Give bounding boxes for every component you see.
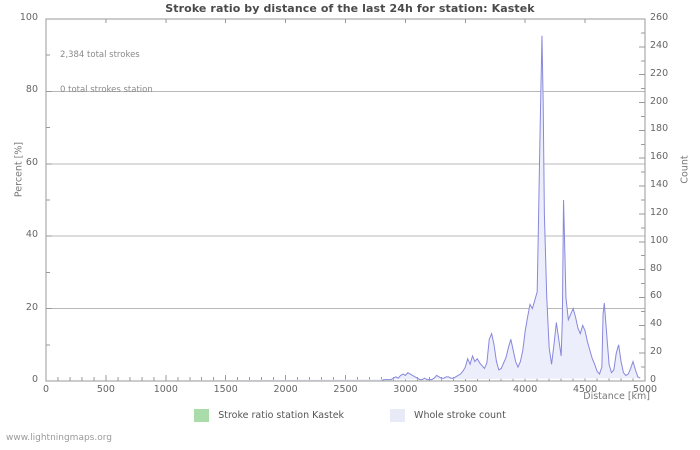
x-axis-tick: 2000 xyxy=(273,384,298,395)
y-axis-right-tick: 180 xyxy=(650,123,669,135)
y-axis-right-tick: 120 xyxy=(650,206,669,218)
y-axis-left-label: Percent [%] xyxy=(13,141,25,198)
y-axis-right-tick: 60 xyxy=(650,290,663,302)
series-whole-stroke-count-area xyxy=(46,35,641,381)
x-axis-tick: 0 xyxy=(42,384,50,395)
footer-watermark: www.lightningmaps.org xyxy=(6,433,112,443)
legend-item-0[interactable]: Stroke ratio station Kastek xyxy=(194,409,344,422)
y-axis-left-tick: 0 xyxy=(31,374,38,385)
annotation-total-strokes: 2,384 total strokes xyxy=(60,50,140,60)
y-axis-right-label: Count xyxy=(679,155,691,184)
y-axis-left-tick: 20 xyxy=(25,301,38,313)
y-axis-right-tick: 20 xyxy=(650,346,663,358)
legend-swatch-0 xyxy=(194,409,210,422)
y-axis-left-tick: 60 xyxy=(25,156,38,168)
y-axis-left-tick: 40 xyxy=(25,229,38,241)
y-axis-right-tick: 140 xyxy=(650,179,669,191)
y-axis-right-tick: 0 xyxy=(650,374,657,385)
y-axis-right-tick: 260 xyxy=(650,12,669,23)
y-axis-right-tick: 200 xyxy=(650,95,669,107)
plot-frame xyxy=(45,18,646,382)
x-axis-tick: 3500 xyxy=(453,384,478,395)
legend-label-0: Stroke ratio station Kastek xyxy=(218,410,345,421)
legend-swatch-1 xyxy=(390,409,406,422)
y-axis-left-tick: 80 xyxy=(25,84,38,96)
x-axis-tick: 3000 xyxy=(393,384,418,395)
legend-label-1: Whole stroke count xyxy=(414,410,506,421)
y-axis-right-tick: 40 xyxy=(650,318,663,330)
chart-title: Stroke ratio by distance of the last 24h… xyxy=(165,2,535,15)
x-axis-tick: 5000 xyxy=(632,384,658,395)
x-axis-tick: 1500 xyxy=(213,384,238,395)
x-axis-tick: 500 xyxy=(96,384,115,395)
series-whole-stroke-count-line xyxy=(46,35,641,381)
annotation-station-strokes: 0 total strokes station xyxy=(60,84,153,95)
x-axis-label: Distance [km] xyxy=(583,391,650,402)
x-axis-tick: 4000 xyxy=(513,384,538,395)
y-axis-right-tick: 80 xyxy=(650,262,663,274)
x-axis-tick: 2500 xyxy=(333,384,358,395)
y-axis-left-tick: 100 xyxy=(19,12,38,23)
y-axis-right-tick: 220 xyxy=(650,67,669,79)
chart-legend: Stroke ratio station Kastek Whole stroke … xyxy=(0,409,700,422)
legend-item-1[interactable]: Whole stroke count xyxy=(390,409,506,422)
y-axis-right-tick: 160 xyxy=(650,151,669,163)
y-axis-right-tick: 240 xyxy=(650,39,669,51)
y-axis-right-tick: 100 xyxy=(650,234,669,246)
chart-annotations: 2,384 total strokes 0 total strokes stat… xyxy=(60,27,153,119)
x-axis-tick: 4500 xyxy=(573,384,598,395)
x-axis-tick: 1000 xyxy=(153,384,178,395)
